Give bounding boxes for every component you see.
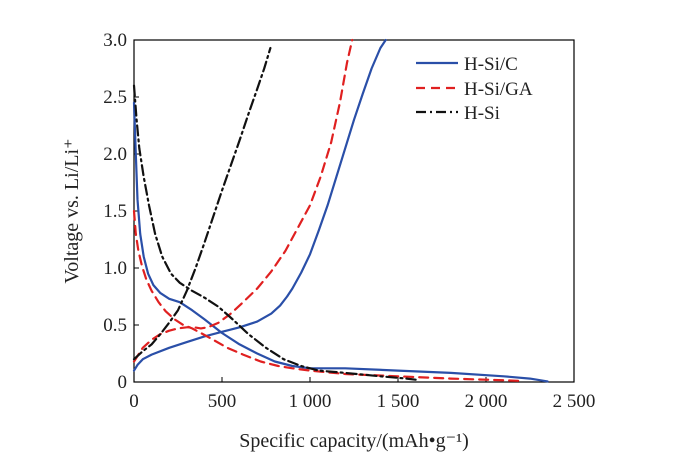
series-layer — [132, 38, 549, 383]
series-1-charge-curve — [132, 38, 387, 372]
x-tick-label: 0 — [129, 391, 139, 412]
x-tick-label: 1 000 — [289, 391, 332, 412]
y-tick-label: 2.5 — [103, 87, 127, 108]
legend-label-hsic: H-Si/C — [464, 54, 518, 75]
y-axis-title: Voltage vs. Li/Li⁺ — [61, 138, 83, 283]
x-tick-label: 500 — [208, 391, 237, 412]
x-tick-label: 2 000 — [465, 391, 508, 412]
series-2-discharge-curve — [132, 209, 523, 382]
legend-label-hsiga: H-Si/GA — [464, 79, 533, 100]
y-tick-label: 0.5 — [103, 315, 127, 336]
x-axis: 0 500 1 000 1 500 2 000 2 500 — [129, 377, 595, 412]
y-tick-label: 0 — [118, 372, 128, 393]
x-axis-title: Specific capacity/(mAh•g⁻¹) — [239, 430, 469, 452]
series-3-discharge-curve — [132, 84, 417, 381]
series-3-charge-curve — [132, 46, 272, 361]
y-tick-label: 2.0 — [103, 144, 127, 165]
y-tick-label: 1.0 — [103, 258, 127, 279]
y-tick-label: 1.5 — [103, 201, 127, 222]
x-tick-label: 1 500 — [377, 391, 420, 412]
legend: H-Si/C H-Si/GA H-Si — [416, 54, 533, 124]
y-tick-label: 3.0 — [103, 30, 127, 51]
x-tick-label: 2 500 — [553, 391, 596, 412]
legend-label-hsi: H-Si — [464, 103, 500, 124]
